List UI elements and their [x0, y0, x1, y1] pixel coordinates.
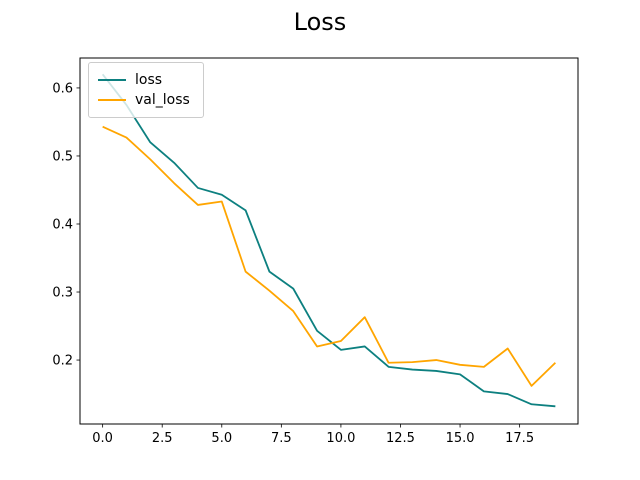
x-tick-label: 10.0: [326, 431, 355, 446]
y-tick-label: 0.2: [52, 354, 73, 369]
series-line-val_loss: [102, 125, 556, 387]
val-loss-line-swatch: [98, 99, 126, 101]
x-tick-label: 0.0: [92, 431, 113, 446]
x-tick-label: 2.5: [152, 431, 173, 446]
chart-title: Loss: [293, 8, 347, 36]
loss-line-swatch: [98, 79, 126, 81]
x-tick-label: 7.5: [271, 431, 292, 446]
y-tick-label: 0.6: [52, 81, 73, 96]
legend: loss val_loss: [88, 62, 204, 118]
y-tick-label: 0.4: [52, 217, 73, 232]
x-tick-label: 5.0: [211, 431, 232, 446]
legend-label-loss: loss: [135, 72, 163, 88]
legend-label-val-loss: val_loss: [135, 92, 190, 108]
y-axis-ticks: 0.2 0.3 0.4 0.5 0.6: [52, 81, 80, 369]
y-tick-label: 0.3: [52, 286, 73, 301]
y-tick-label: 0.5: [52, 149, 73, 164]
series-line-loss: [101, 73, 556, 408]
x-tick-label: 17.5: [505, 431, 534, 446]
x-tick-label: 12.5: [386, 431, 415, 446]
plot-border: [79, 57, 579, 425]
legend-item-loss: loss: [98, 70, 193, 90]
legend-item-val-loss: val_loss: [98, 90, 193, 110]
x-tick-label: 15.0: [446, 431, 475, 446]
x-axis-ticks: 0.0 2.5 5.0 7.5 10.0 12.5 15.0 17.5: [92, 424, 534, 446]
